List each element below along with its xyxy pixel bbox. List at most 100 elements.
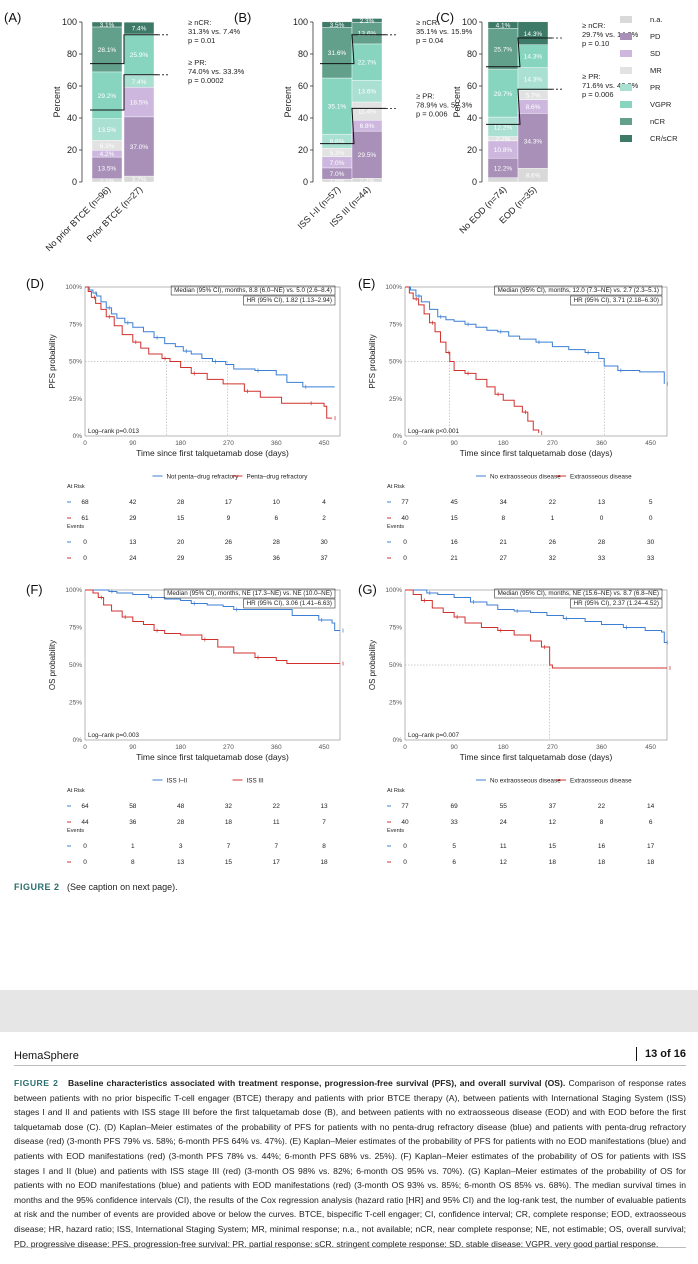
annotation-text: p = 0.01 bbox=[188, 36, 215, 45]
risk-table-cell: 40 bbox=[401, 515, 409, 522]
info-box bbox=[494, 285, 663, 296]
data-label: 8.6% bbox=[526, 173, 541, 180]
x-tick-label: 0 bbox=[83, 744, 87, 751]
bar-segment bbox=[487, 69, 519, 118]
y-tick-label: 25% bbox=[69, 700, 82, 707]
data-label: 8.8% bbox=[330, 139, 345, 146]
x-tick-label: 90 bbox=[451, 440, 459, 447]
bar-segment bbox=[123, 33, 155, 76]
figure-note-text: (See caption on next page). bbox=[67, 882, 178, 892]
risk-table-cell: 16 bbox=[451, 539, 459, 546]
risk-table-cell: 18 bbox=[647, 859, 655, 866]
km-curve bbox=[405, 589, 667, 669]
risk-table-cell: 48 bbox=[177, 803, 185, 810]
x-tick-label: 360 bbox=[596, 440, 607, 447]
x-tick-label: 90 bbox=[129, 440, 137, 447]
legend-label: Penta–drug refractory bbox=[247, 474, 309, 481]
info-box bbox=[163, 588, 336, 599]
risk-table-cell: 13 bbox=[129, 539, 137, 546]
data-label: 29.7% bbox=[494, 91, 513, 98]
x-axis-label: Time since first talquetamab dose (days) bbox=[136, 752, 289, 762]
data-label: 8.6% bbox=[526, 104, 541, 111]
logrank-text: Log–rank p=0.013 bbox=[88, 428, 139, 435]
km-curve bbox=[85, 286, 335, 388]
y-tick-label: 0 bbox=[303, 177, 308, 187]
bar-chart-b: (B)020406080100Percent1.8%7.0%7.0%5.3%8.… bbox=[234, 10, 473, 231]
y-tick-label: 100 bbox=[462, 17, 477, 27]
x-tick-label: 180 bbox=[175, 440, 186, 447]
risk-table-cell: 6 bbox=[649, 819, 653, 826]
legend-label: MR bbox=[650, 66, 662, 75]
legend-swatch bbox=[620, 33, 632, 40]
data-label: 28.1% bbox=[98, 47, 117, 54]
x-tick-label: 450 bbox=[645, 744, 656, 751]
annotation-text: ≥ PR: bbox=[416, 91, 435, 100]
legend-label: SD bbox=[650, 49, 661, 58]
y-tick-label: 25% bbox=[389, 396, 402, 403]
risk-table-cell: 14 bbox=[647, 803, 655, 810]
annotation-text: ≥ nCR: bbox=[582, 21, 605, 30]
risk-table-cell: 12 bbox=[549, 819, 557, 826]
annotation-text: 74.0% vs. 33.3% bbox=[188, 67, 245, 76]
risk-table-cell: 17 bbox=[647, 843, 655, 850]
x-tick-label: Prior BTCE (n=27) bbox=[85, 184, 145, 244]
caption-body: Comparison of response rates between pat… bbox=[14, 1078, 687, 1249]
annotation-text: 78.9% vs. 52.3% bbox=[416, 100, 473, 109]
km-curve bbox=[405, 286, 665, 384]
x-tick-label: 450 bbox=[645, 440, 656, 447]
x-tick-label: 450 bbox=[319, 744, 330, 751]
y-axis-label: OS probability bbox=[48, 640, 57, 690]
x-tick-label: 0 bbox=[83, 440, 87, 447]
y-tick-label: 75% bbox=[389, 321, 402, 328]
y-tick-label: 50% bbox=[69, 359, 82, 366]
data-label: 3.1% bbox=[100, 22, 115, 29]
risk-table-cell: 16 bbox=[598, 843, 606, 850]
info-box bbox=[494, 588, 663, 599]
risk-table-cell: 26 bbox=[225, 539, 233, 546]
bar-segment bbox=[487, 177, 519, 183]
risk-table-cell: 13 bbox=[177, 859, 185, 866]
legend-swatch bbox=[620, 67, 632, 74]
data-label: 37.0% bbox=[130, 144, 149, 151]
risk-table-cell: 77 bbox=[401, 803, 409, 810]
bar-segment bbox=[123, 21, 155, 35]
risk-table-cell: 28 bbox=[177, 819, 185, 826]
y-tick-label: 50% bbox=[389, 359, 402, 366]
risk-table-cell: 22 bbox=[549, 499, 557, 506]
data-label: 6.3% bbox=[100, 143, 115, 150]
x-tick-label: 0 bbox=[403, 744, 407, 751]
risk-table-heading: Events bbox=[387, 524, 404, 530]
risk-table-cell: 21 bbox=[451, 555, 459, 562]
legend-label: CR/sCR bbox=[650, 134, 678, 143]
data-label: 25.9% bbox=[130, 52, 149, 59]
risk-table-cell: 68 bbox=[81, 499, 89, 506]
risk-table-cell: 18 bbox=[598, 859, 606, 866]
data-label: 3.5% bbox=[330, 22, 345, 29]
annotation-text: ≥ nCR: bbox=[416, 18, 439, 27]
legend-swatch bbox=[620, 101, 632, 108]
bar-segment bbox=[321, 27, 353, 79]
risk-table-cell: 32 bbox=[549, 555, 557, 562]
risk-table-cell: 8 bbox=[501, 515, 505, 522]
bar-segment bbox=[91, 21, 123, 28]
risk-table-cell: 8 bbox=[322, 843, 326, 850]
risk-table-heading: Events bbox=[387, 828, 404, 834]
x-tick-label: 0 bbox=[403, 440, 407, 447]
data-label: 22.7% bbox=[358, 60, 377, 67]
logrank-text: Log–rank p<0.001 bbox=[408, 428, 459, 435]
risk-table-cell: 21 bbox=[500, 539, 508, 546]
bar-segment bbox=[321, 77, 353, 135]
y-tick-label: 100% bbox=[65, 587, 82, 594]
x-tick-label: No EOD (n=74) bbox=[457, 184, 508, 235]
data-label: 2.1% bbox=[100, 178, 115, 185]
bar-segment bbox=[351, 43, 383, 81]
risk-table-cell: 40 bbox=[401, 819, 409, 826]
risk-table-cell: 15 bbox=[177, 515, 185, 522]
annotation-text: p = 0.10 bbox=[582, 39, 609, 48]
risk-table-cell: 77 bbox=[401, 499, 409, 506]
data-label: 1.8% bbox=[330, 178, 345, 185]
data-label: 10.8% bbox=[494, 147, 513, 154]
risk-table-cell: 5 bbox=[452, 843, 456, 850]
risk-table-cell: 11 bbox=[500, 843, 507, 850]
legend-swatch bbox=[620, 135, 632, 142]
